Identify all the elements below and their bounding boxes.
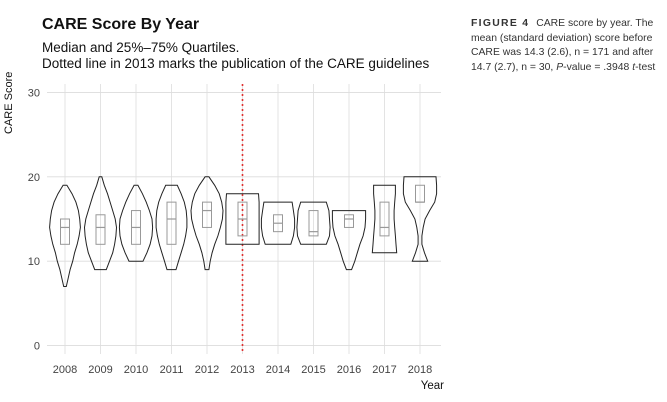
chart-subtitle: Median and 25%–75% Quartiles. Dotted lin… (42, 40, 429, 71)
x-tick-label: 2011 (160, 364, 184, 376)
subtitle-line-1: Median and 25%–75% Quartiles. (42, 40, 240, 55)
violin-2011 (155, 184, 188, 271)
figure-label: FIGURE 4 (471, 18, 530, 29)
violin-2010 (118, 184, 154, 262)
y-tick-label: 0 (34, 341, 40, 353)
x-tick-label: 2009 (88, 364, 112, 376)
figure-caption: FIGURE 4 CARE score by year. The mean (s… (471, 17, 661, 75)
x-tick-label: 2012 (195, 364, 219, 376)
box-2017 (379, 201, 390, 237)
box-2011 (166, 201, 177, 245)
violin-2017 (371, 184, 398, 254)
violin-2009 (83, 176, 118, 271)
violin-2018 (402, 176, 438, 262)
x-tick-label: 2010 (124, 364, 148, 376)
box-2015 (308, 210, 319, 237)
box-2009 (95, 214, 106, 245)
caption-p-value: -value = .3948 (563, 61, 630, 73)
x-tick-label: 2018 (408, 364, 432, 376)
caption-test-label: t (632, 61, 636, 73)
x-tick-label: 2017 (372, 364, 396, 376)
caption-text: CARE score by year. The mean (standard d… (471, 18, 654, 73)
caption-test-suffix: -test (635, 61, 656, 73)
y-tick-label: 10 (28, 256, 40, 268)
violin-2015 (296, 201, 331, 245)
violin-2013 (225, 193, 260, 245)
violin-2012 (190, 176, 224, 271)
box-2016 (344, 214, 354, 228)
x-axis-label: Year (421, 380, 444, 392)
violin-2008 (49, 184, 81, 287)
x-tick-label: 2016 (337, 364, 361, 376)
box-2008 (60, 218, 70, 245)
y-tick-label: 30 (28, 87, 40, 99)
violin-2016 (331, 210, 367, 271)
x-tick-label: 2008 (53, 364, 77, 376)
x-tick-label: 2014 (266, 364, 290, 376)
chart-title: CARE Score By Year (42, 16, 200, 33)
violin-2014 (260, 201, 296, 245)
box-2012 (202, 201, 212, 228)
y-tick-label: 20 (28, 172, 40, 184)
x-tick-label: 2015 (301, 364, 325, 376)
subtitle-line-2: Dotted line in 2013 marks the publicatio… (42, 55, 430, 71)
x-tick-label: 2013 (230, 364, 254, 376)
caption-p-label: P (556, 61, 564, 73)
